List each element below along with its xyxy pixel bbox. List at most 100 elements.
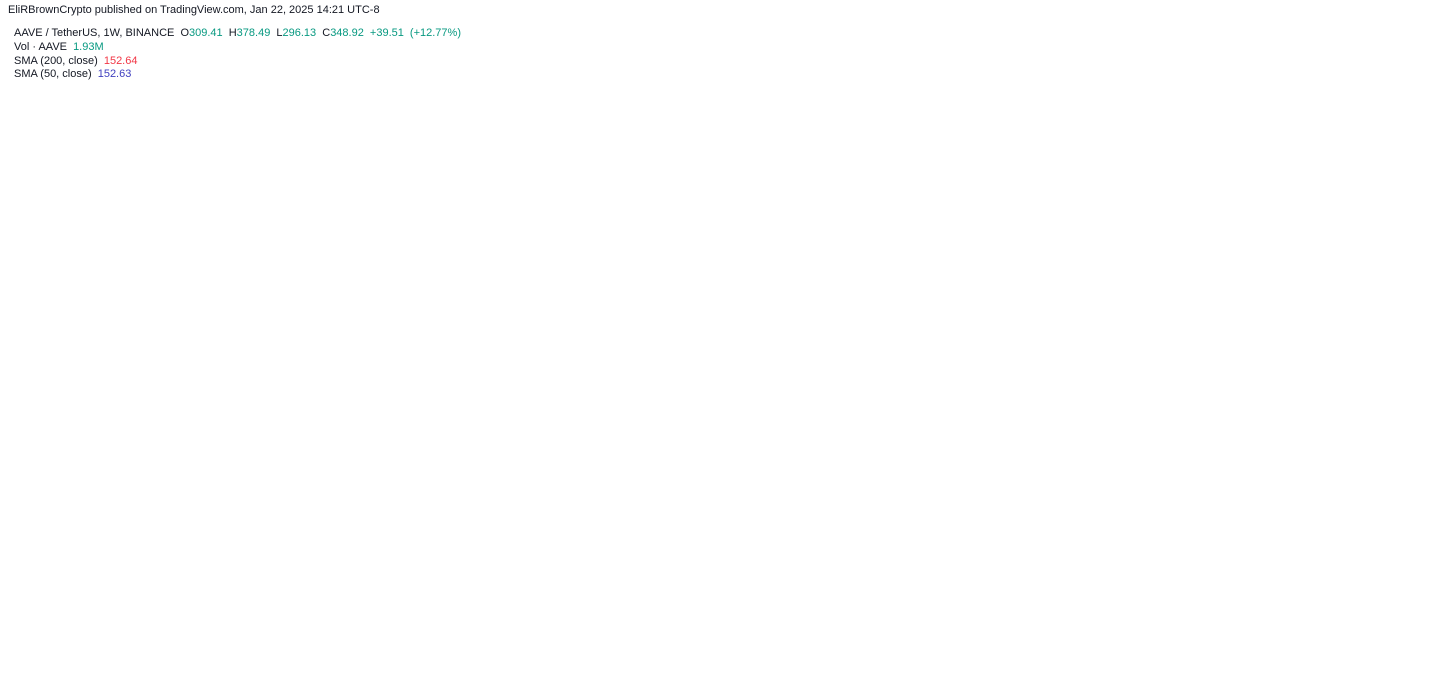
- volume-bar: [959, 571, 970, 635]
- ohlc-label: L: [276, 27, 283, 39]
- ohlc-value: 309.41: [189, 27, 223, 39]
- volume-bar: [188, 558, 199, 635]
- x-tick-label: 2023: [568, 641, 591, 652]
- candle-body: [835, 420, 845, 428]
- x-tick-label: Sep: [1145, 641, 1163, 652]
- candle-body: [655, 452, 665, 458]
- currency-box[interactable]: [1402, 23, 1442, 45]
- x-tick-label: 2021: [137, 641, 160, 652]
- sma-value: 152.63: [97, 68, 132, 80]
- volume-bar: [313, 545, 324, 635]
- volume-bar: [565, 590, 576, 635]
- volume-bar: [115, 577, 126, 635]
- publish-info: EliRBrownCrypto published on TradingView…: [8, 4, 380, 16]
- volume-badge-label: 1.93M: [1404, 568, 1432, 579]
- price-badge: [1398, 378, 1438, 392]
- volume-bar: [619, 593, 630, 635]
- candle-body: [744, 446, 754, 456]
- candle-body: [673, 455, 683, 458]
- y-tick-label: 320.00: [1406, 288, 1437, 299]
- volume-bar: [600, 587, 611, 635]
- volume-bar: [654, 606, 665, 635]
- volume-bar: [277, 561, 288, 635]
- x-tick-label: Sep: [1360, 641, 1378, 652]
- candle-body: [690, 453, 700, 456]
- watermark-sub: CRYPTO: [579, 310, 740, 343]
- volume-bar: [924, 551, 935, 635]
- trend-line: [904, 154, 1456, 459]
- volume-bar: [169, 539, 180, 635]
- trend-line: [212, 68, 1398, 341]
- volume-bar: [816, 555, 827, 635]
- price-badge-label: 348.92: [1403, 269, 1434, 280]
- volume-bar: [223, 484, 234, 635]
- volume-bar: [726, 606, 737, 635]
- x-tick-label: May: [210, 641, 229, 652]
- volume-bar: [1013, 573, 1024, 635]
- ohlc-label: O: [180, 27, 189, 39]
- sma-line: [174, 317, 1019, 434]
- legend-row: Vol · AAVE 1.93M: [14, 41, 107, 53]
- x-tick-label: 2025: [999, 641, 1022, 652]
- x-tick-label: 2026: [1214, 641, 1237, 652]
- legend-row: SMA (200, close) 152.64: [14, 55, 140, 67]
- volume-badge: [1398, 566, 1438, 581]
- volume-bar: [762, 545, 773, 635]
- volume-bar: [851, 574, 862, 635]
- sma-name: SMA (50, close): [14, 68, 92, 80]
- candle-body: [798, 427, 808, 434]
- watermark-ring: [533, 48, 747, 262]
- volume-bar: [385, 583, 396, 635]
- candle-body: [421, 350, 431, 408]
- x-tick-label: Sep: [498, 641, 516, 652]
- candle-body: [547, 442, 557, 459]
- ohlc-value: 296.13: [282, 27, 317, 39]
- candle-body: [242, 286, 252, 332]
- candle-body: [367, 369, 377, 402]
- x-tick-label: May: [426, 641, 445, 652]
- volume-bar: [439, 529, 450, 635]
- candle-body: [404, 350, 414, 408]
- candle-body: [978, 356, 988, 399]
- y-tick-label: 200.00: [1406, 364, 1437, 375]
- y-tick-label: 40.00: [1412, 466, 1437, 477]
- volume-bar: [331, 577, 342, 635]
- y-tick-label: -40.00: [1409, 517, 1438, 528]
- y-tick-label: 600.00: [1406, 109, 1437, 120]
- price-badge-label: 152.63: [1403, 422, 1434, 433]
- ohlc-value: 348.92: [330, 27, 364, 39]
- y-tick-label: 680.00: [1406, 58, 1437, 69]
- trend-line: [81, 447, 1398, 482]
- price-badge-sub: 4d 2h: [1405, 281, 1430, 292]
- x-tick-label: May: [1288, 641, 1307, 652]
- y-tick-label: -80.00: [1409, 543, 1438, 554]
- y-tick-label: 480.00: [1406, 186, 1437, 197]
- candle-body: [385, 401, 395, 408]
- volume-bar: [259, 571, 270, 635]
- currency-label: USDT: [1408, 30, 1435, 41]
- watermark-title: Eli R. Brown: [530, 265, 789, 314]
- event-icon[interactable]: [1009, 616, 1027, 634]
- candle-body: [942, 395, 952, 402]
- candle-body: [511, 442, 521, 448]
- volume-bar: [636, 603, 647, 635]
- candle-body: [116, 442, 126, 475]
- volume-bar: [834, 548, 845, 635]
- candle-body: [781, 427, 791, 434]
- candle-body: [906, 427, 916, 440]
- volume-bar: [744, 596, 755, 635]
- y-tick-label: 360.00: [1406, 262, 1437, 273]
- x-tick-label: 2024: [783, 641, 806, 652]
- candle-body: [636, 446, 646, 453]
- candle-body: [565, 458, 575, 463]
- change-pct: (+12.77%): [409, 27, 461, 39]
- candle-body: [313, 293, 323, 313]
- price-badge-label: 175.78: [1403, 380, 1434, 391]
- y-tick-label: 440.00: [1406, 211, 1437, 222]
- x-tick-label: May: [641, 641, 660, 652]
- candle-body: [278, 242, 288, 287]
- volume-bar: [420, 564, 431, 635]
- volume-bar: [942, 545, 953, 635]
